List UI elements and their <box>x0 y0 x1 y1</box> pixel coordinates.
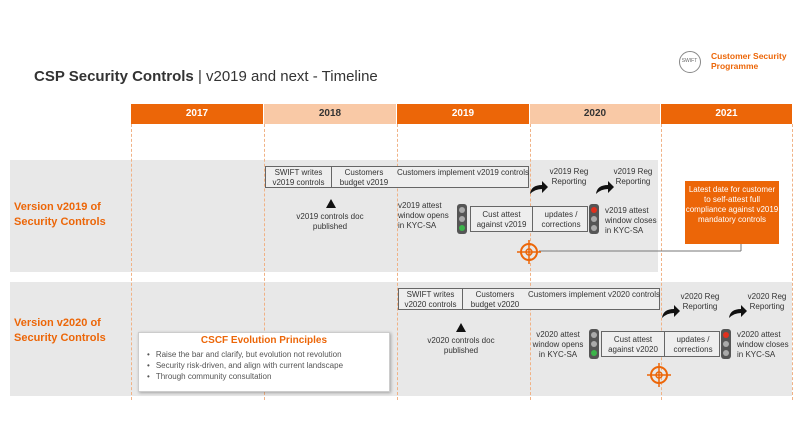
gridline <box>530 124 531 400</box>
principles-list: Raise the bar and clarify, but evolution… <box>147 349 343 382</box>
v2020-cust-attest: Cust attest against v2020 <box>602 332 665 356</box>
v2019-attest-closes: v2019 attest window closes in KYC-SA <box>605 206 657 235</box>
v2020-updates-corrections: updates / corrections <box>673 335 713 354</box>
year-2021: 2021 <box>661 104 792 124</box>
v2019-updates-corrections: updates / corrections <box>541 210 581 229</box>
principles-title: CSCF Evolution Principles <box>200 335 328 346</box>
traffic-light-green-icon <box>457 204 467 234</box>
year-2017: 2017 <box>131 104 263 124</box>
v2020-attest-opens: v2020 attest window opens in KYC-SA <box>532 330 584 359</box>
gridline <box>264 124 265 400</box>
arrow-right-icon <box>530 181 548 194</box>
gridline <box>792 124 793 400</box>
v2020-swift-writes: SWIFT writes v2020 controls <box>399 289 463 309</box>
version-label-v2020: Version v2020 of Security Controls <box>14 317 106 344</box>
v2020-doc-published: v2020 controls doc published <box>427 336 495 355</box>
v2019-cust-attest: Cust attest against v2019 <box>471 207 533 231</box>
traffic-light-red-icon <box>721 329 731 359</box>
v2019-customers-budget: Customers budget v2019 <box>339 168 389 187</box>
v2019-attest-bar: Cust attest against v2019 updates / corr… <box>470 206 588 232</box>
target-connector <box>539 244 742 252</box>
v2019-doc-published: v2019 controls doc published <box>296 212 364 231</box>
v2020-reg-reporting-1: v2020 Reg Reporting <box>680 292 720 311</box>
title-rest: | v2019 and next - Timeline <box>197 68 378 85</box>
gridline <box>131 124 132 400</box>
traffic-light-green-icon <box>589 329 599 359</box>
version-label-v2019: Version v2019 of Security Controls <box>14 201 106 228</box>
milestone-triangle-icon <box>456 323 466 332</box>
list-item: Security risk-driven, and align with cur… <box>147 360 343 371</box>
title-bold: CSP Security Controls <box>34 68 194 85</box>
milestone-triangle-icon <box>326 199 336 208</box>
v2019-customers-implement: Customers implement v2019 controls <box>396 168 530 177</box>
principles-box: CSCF Evolution Principles Raise the bar … <box>138 332 390 392</box>
v2020-customers-implement: Customers implement v2020 controls <box>527 290 661 299</box>
year-2019: 2019 <box>397 104 529 124</box>
v2020-attest-closes: v2020 attest window closes in KYC-SA <box>737 330 789 359</box>
v2019-swift-writes: SWIFT writes v2019 controls <box>266 167 332 187</box>
swift-logo-icon: SWIFT <box>679 51 701 73</box>
list-item: Raise the bar and clarify, but evolution… <box>147 349 343 360</box>
arrow-right-icon <box>596 181 614 194</box>
v2019-reg-reporting-2: v2019 Reg Reporting <box>613 167 653 186</box>
v2019-reg-reporting-1: v2019 Reg Reporting <box>549 167 589 186</box>
v2020-reg-reporting-2: v2020 Reg Reporting <box>747 292 787 311</box>
gridline <box>661 124 662 400</box>
arrow-right-icon <box>729 305 747 318</box>
target-icon <box>647 363 671 387</box>
v2019-timeline-bar: SWIFT writes v2019 controls Customers bu… <box>265 166 529 188</box>
page-title: CSP Security Controls | v2019 and next -… <box>34 68 378 85</box>
list-item: Through community consultation <box>147 371 343 382</box>
target-icon <box>517 240 541 264</box>
logo-text: Customer Security Programme <box>711 51 787 71</box>
v2020-attest-bar: Cust attest against v2020 updates / corr… <box>601 331 720 357</box>
year-2018: 2018 <box>264 104 396 124</box>
year-2020: 2020 <box>530 104 660 124</box>
v2019-attest-opens: v2019 attest window opens in KYC-SA <box>398 201 449 230</box>
v2020-timeline-bar: SWIFT writes v2020 controls Customers bu… <box>398 288 660 310</box>
latest-date-callout: Latest date for customer to self-attest … <box>685 181 779 244</box>
gridline <box>397 124 398 400</box>
v2020-customers-budget: Customers budget v2020 <box>470 290 520 309</box>
traffic-light-red-icon <box>589 204 599 234</box>
arrow-right-icon <box>662 305 680 318</box>
